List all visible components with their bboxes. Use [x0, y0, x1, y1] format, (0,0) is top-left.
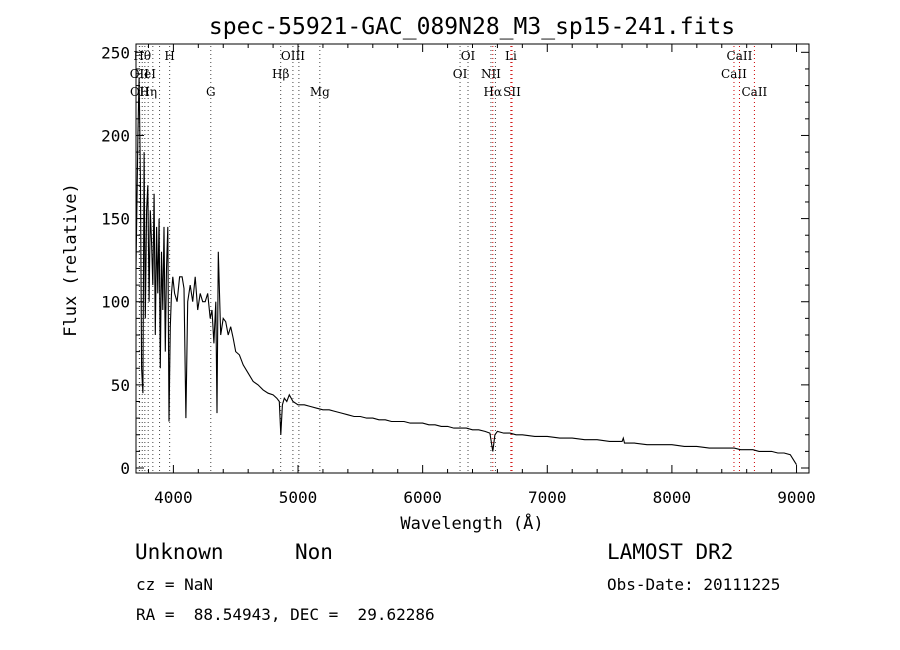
marker-label-7: H — [164, 49, 174, 63]
marker-label-22: CaII — [741, 85, 767, 99]
marker-label-21: CaII — [727, 49, 753, 63]
survey-name: LAMOST DR2 — [607, 540, 734, 564]
marker-label-15: NII — [481, 67, 501, 81]
y-tick-label-5: 250 — [101, 43, 130, 62]
x-tick-label-1: 5000 — [279, 488, 318, 507]
x-tick-label-4: 8000 — [653, 488, 692, 507]
marker-label-12: Mg — [310, 85, 330, 99]
obs-date: Obs-Date: 20111225 — [607, 575, 781, 594]
marker-label-8: G — [206, 85, 216, 99]
marker-label-18: Li — [505, 49, 517, 63]
object-class: Unknown — [135, 540, 224, 564]
ra-dec: RA = 88.54943, DEC = 29.62286 — [136, 605, 435, 624]
object-subclass: Non — [295, 540, 333, 564]
marker-label-4: Hη — [139, 85, 157, 99]
marker-label-16: Hα — [484, 85, 503, 99]
chart-title: spec-55921-GAC_089N28_M3_sp15-241.fits — [209, 14, 735, 40]
x-axis-label: Wavelength (Å) — [400, 512, 543, 534]
x-tick-label-5: 9000 — [777, 488, 816, 507]
x-tick-label-3: 7000 — [528, 488, 567, 507]
y-tick-label-4: 200 — [101, 126, 130, 145]
x-tick-label-0: 4000 — [154, 488, 193, 507]
spectrum-line — [135, 77, 797, 465]
y-tick-label-2: 100 — [101, 293, 130, 312]
line-markers: OIIOIIHθHeIHηHGHβOIIIMgOIOINIIHαLiSIICaI… — [130, 46, 768, 473]
marker-label-9: Hβ — [272, 67, 289, 81]
x-tick-label-2: 6000 — [403, 488, 442, 507]
marker-label-14: OI — [461, 49, 476, 63]
y-tick-label-0: 0 — [120, 459, 130, 478]
y-tick-label-1: 50 — [111, 376, 130, 395]
plot-frame — [135, 43, 810, 474]
marker-label-13: OI — [453, 67, 468, 81]
spectrum-chart: spec-55921-GAC_089N28_M3_sp15-241.fits O… — [61, 14, 816, 534]
y-axis-label: Flux (relative) — [61, 183, 81, 337]
marker-label-19: SII — [503, 85, 521, 99]
marker-label-20: CaII — [721, 67, 747, 81]
spectrum-line-group — [135, 77, 797, 465]
marker-label-10: OIII — [281, 49, 305, 63]
redshift-cz: cz = NaN — [136, 575, 214, 594]
axis-ticks: 4000 5000 6000 7000 8000 9000 0 50 100 150 200 250 — [101, 43, 816, 507]
y-tick-label-3: 150 — [101, 210, 130, 229]
